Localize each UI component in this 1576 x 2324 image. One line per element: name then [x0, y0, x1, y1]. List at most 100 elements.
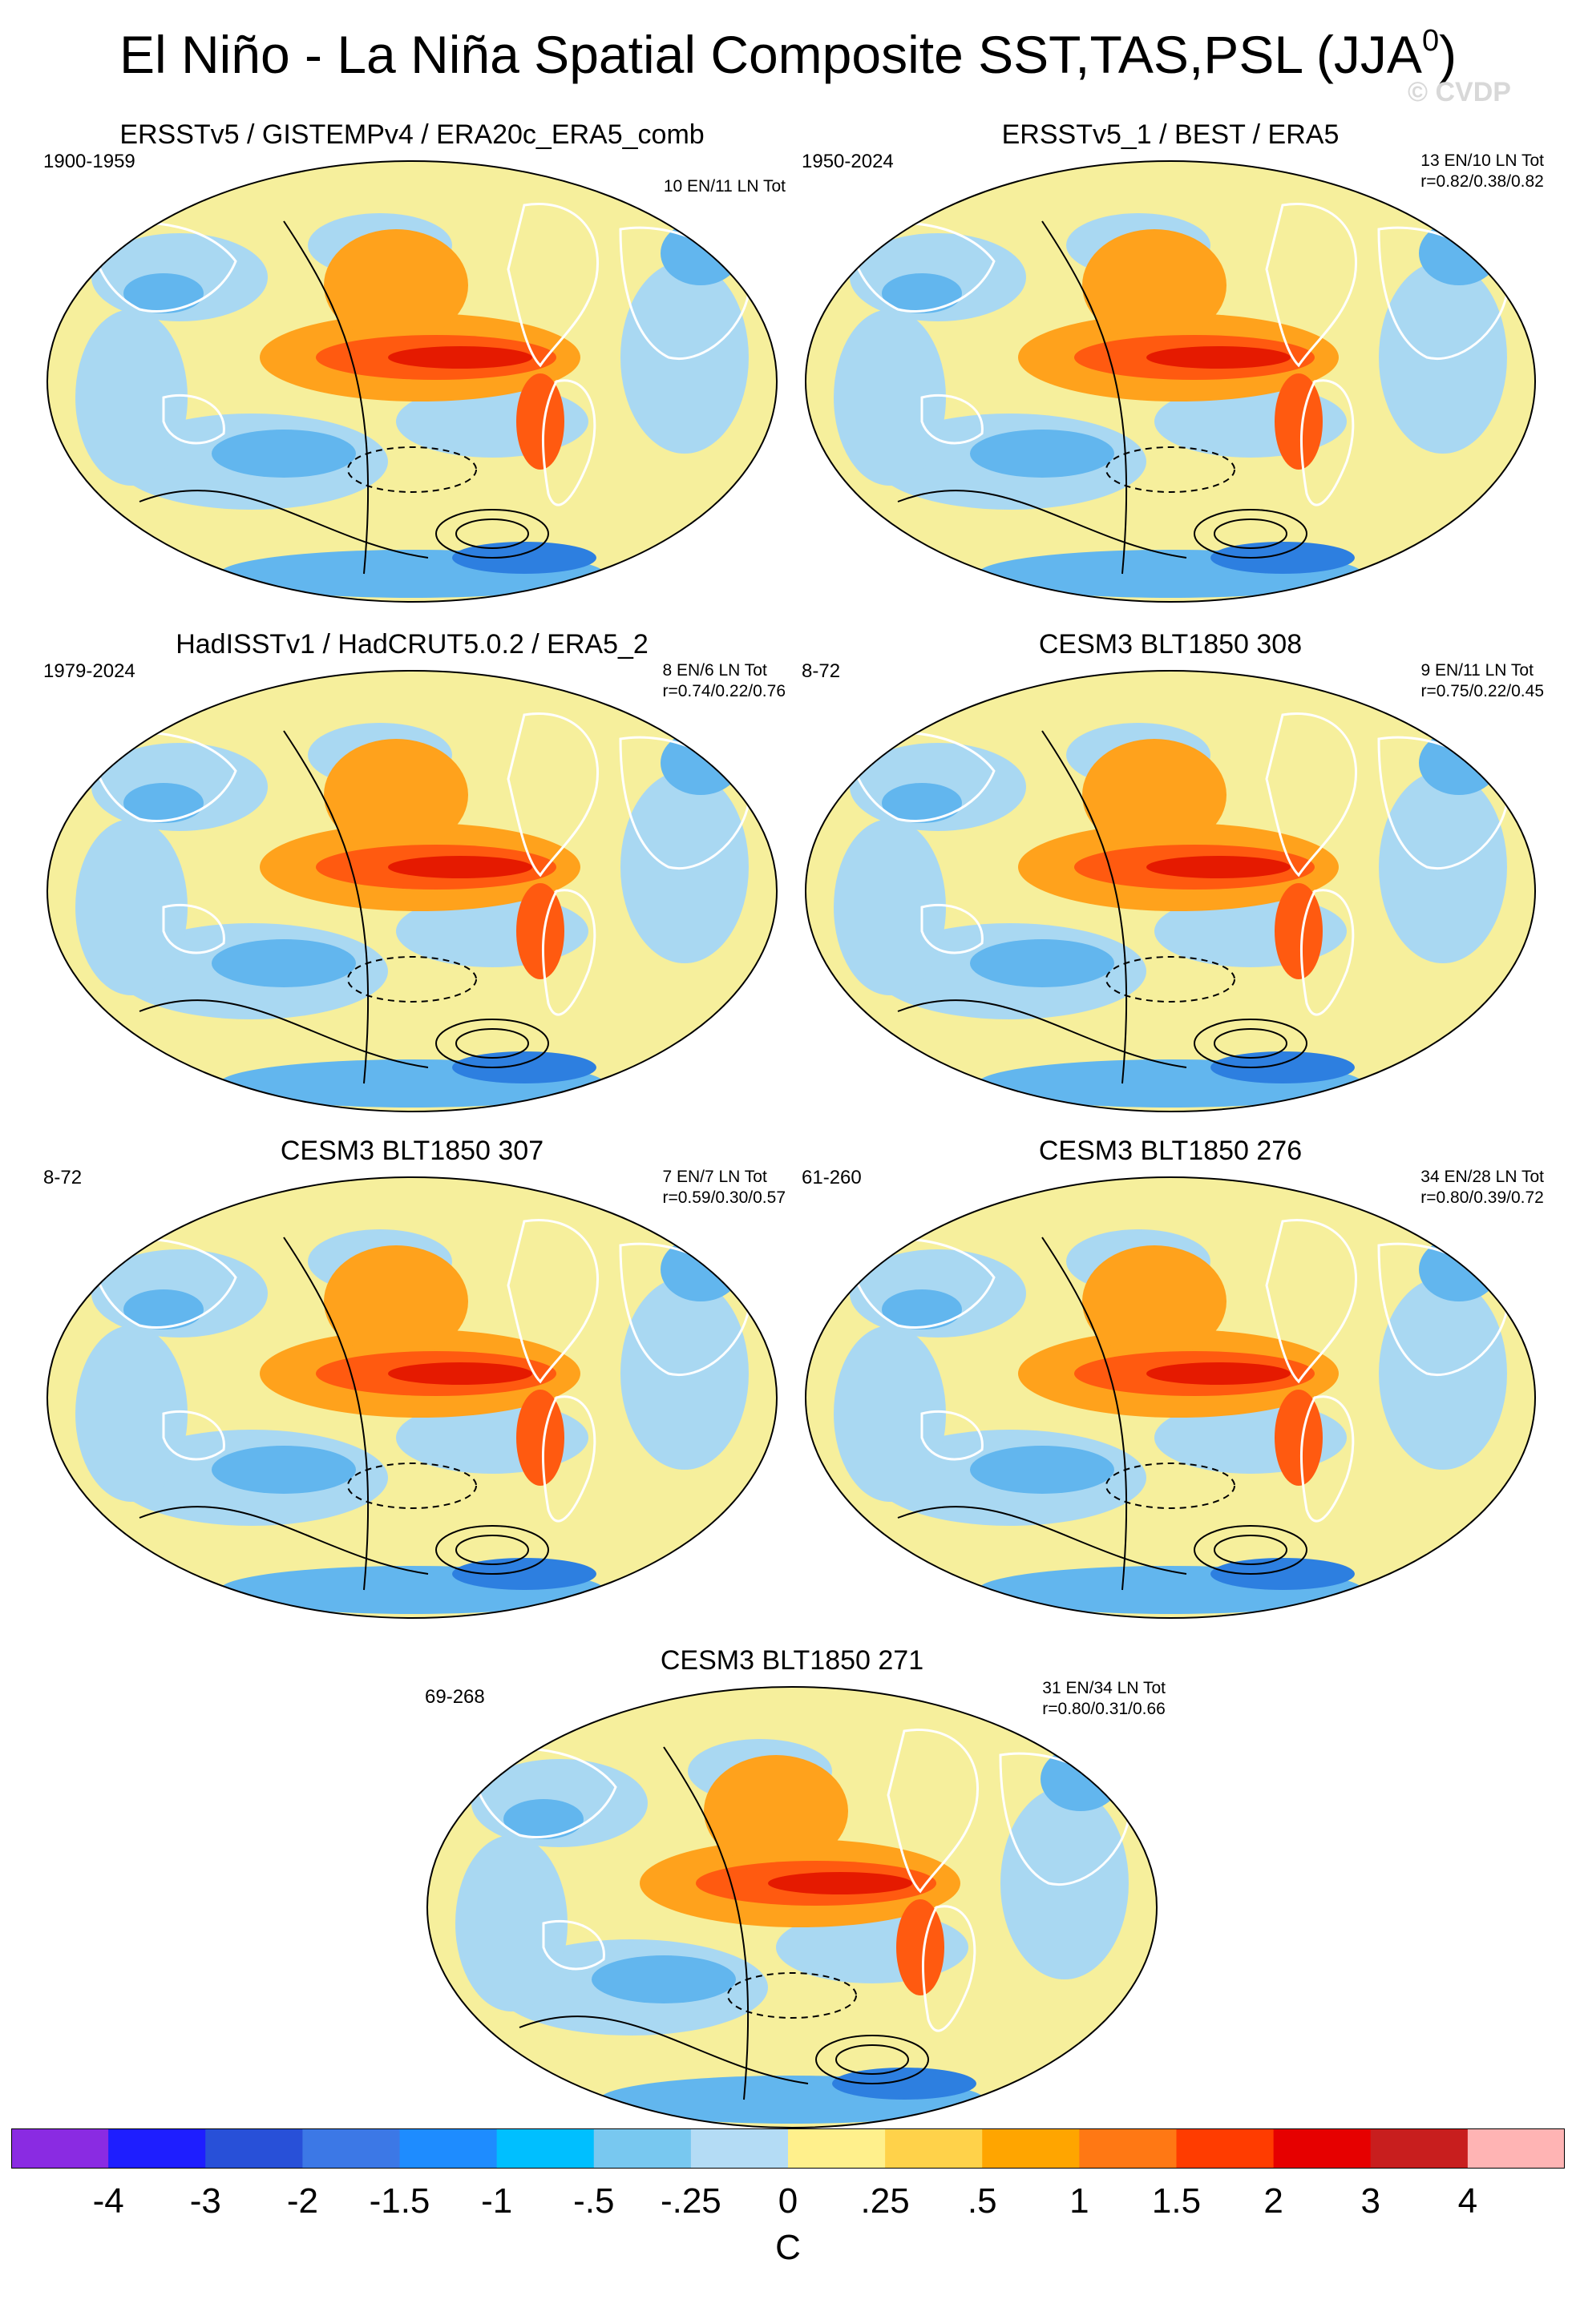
panel-corr: r=0.75/0.22/0.45 [1420, 682, 1544, 700]
map-field [427, 1687, 1157, 2128]
panel-stats: 31 EN/34 LN Tot r=0.80/0.31/0.66 [1042, 1678, 1166, 1720]
cold-anomaly-region [123, 783, 204, 823]
colorbar-swatch [108, 2128, 206, 2169]
psl-contour [435, 1019, 549, 1068]
panel-stats: 7 EN/7 LN Tot r=0.59/0.30/0.57 [662, 1167, 786, 1208]
map-border [805, 670, 1536, 1112]
continent-outline [1299, 379, 1355, 506]
cold-anomaly-region [1210, 1051, 1355, 1083]
map-panel-3: HadISSTv1 / HadCRUT5.0.2 / ERA5_2 1979-2… [35, 628, 789, 1141]
panel-counts: 9 EN/11 LN Tot [1420, 661, 1534, 680]
panel-counts: 8 EN/6 LN Tot [662, 661, 767, 680]
warm-anomaly-region [1275, 1390, 1323, 1486]
colorbar-swatch [1370, 2128, 1469, 2169]
colorbar-tick-label: 4 [1457, 2181, 1478, 2221]
continent-outline [162, 393, 225, 445]
warm-anomaly-region [1146, 856, 1291, 878]
cold-anomaly-region [75, 819, 188, 995]
panel-counts: 10 EN/11 LN Tot [663, 177, 786, 196]
continent-outline [848, 731, 996, 822]
warm-anomaly-region [324, 739, 468, 851]
panel-stats: 13 EN/10 LN Tot r=0.82/0.38/0.82 [1420, 151, 1544, 192]
cold-anomaly-region [75, 309, 188, 486]
psl-contour-negative [347, 446, 477, 493]
colorbar-tick-label: -3 [189, 2181, 221, 2221]
warm-anomaly-region [896, 1899, 944, 1995]
panel-years: 8-72 [802, 660, 841, 682]
continent-outline [920, 1410, 984, 1461]
cold-anomaly-region [452, 542, 596, 574]
cold-anomaly-region [834, 819, 946, 995]
colorbar-tick-label: .25 [860, 2181, 910, 2221]
continent-outline [887, 1729, 979, 1894]
psl-contour [283, 1237, 370, 1591]
map-border [426, 1686, 1158, 2128]
cold-anomaly-region [503, 1799, 584, 1839]
psl-contour [835, 2044, 909, 2075]
warm-anomaly-region [704, 1755, 848, 1867]
colorbar-swatch [302, 2128, 400, 2169]
psl-contour-negative [1105, 1463, 1235, 1509]
map-border [46, 160, 778, 603]
colorbar-tick-label: -.25 [660, 2181, 721, 2221]
cold-anomaly-region [212, 1446, 356, 1494]
psl-contour [1214, 1535, 1287, 1565]
panel-title: ERSSTv5_1 / BEST / ERA5 [1001, 119, 1340, 150]
colorbar-swatch [399, 2128, 498, 2169]
panel-corr: r=0.80/0.39/0.72 [1420, 1188, 1544, 1207]
map-panel-1: ERSSTv5 / GISTEMPv4 / ERA20c_ERA5_comb 1… [35, 119, 789, 631]
map-border [46, 670, 778, 1112]
psl-contour [455, 1535, 529, 1565]
figure-title: El Niño - La Niña Spatial Composite SST,… [119, 24, 1457, 84]
psl-contour [1041, 730, 1128, 1084]
panel-years: 1950-2024 [802, 151, 894, 172]
colorbar-swatch [885, 2128, 983, 2169]
colorbar-swatch [593, 2128, 692, 2169]
map-panel-4: CESM3 BLT1850 308 8-72 9 EN/11 LN Tot r=0… [794, 628, 1547, 1141]
warm-anomaly-region [388, 346, 532, 369]
map-field [47, 671, 777, 1112]
cold-anomaly-region [882, 1289, 962, 1329]
panel-corr: r=0.59/0.30/0.57 [662, 1188, 786, 1207]
colorbar-tick-label: -.5 [573, 2181, 615, 2221]
colorbar-swatch [1176, 2128, 1275, 2169]
panel-stats: 10 EN/11 LN Tot [664, 176, 786, 197]
continent-outline [541, 1395, 596, 1523]
psl-contour [1214, 1028, 1287, 1059]
continent-outline [541, 889, 596, 1016]
map-field [806, 161, 1535, 602]
continent-outline [90, 221, 237, 313]
panel-title: HadISSTv1 / HadCRUT5.0.2 / ERA5_2 [176, 629, 649, 660]
global-map [46, 670, 778, 1112]
cold-anomaly-region [970, 939, 1114, 987]
continent-outline [507, 712, 599, 878]
cold-anomaly-region [1210, 542, 1355, 574]
psl-contour [283, 220, 370, 575]
panel-years: 69-268 [425, 1686, 485, 1708]
colorbar-swatch [982, 2128, 1080, 2169]
continent-outline [848, 1237, 996, 1329]
cold-anomaly-region [832, 2068, 976, 2100]
panel-corr: r=0.82/0.38/0.82 [1420, 172, 1544, 191]
psl-contour [283, 730, 370, 1084]
panel-years: 61-260 [802, 1167, 862, 1188]
continent-outline [162, 1410, 225, 1461]
global-map [805, 670, 1536, 1112]
psl-contour [1214, 518, 1287, 549]
psl-contour-negative [1105, 956, 1235, 1003]
psl-contour [1194, 509, 1307, 559]
panel-years: 1900-1959 [43, 151, 135, 172]
continent-outline [1265, 712, 1357, 878]
map-field [806, 671, 1535, 1112]
panel-title: ERSSTv5 / GISTEMPv4 / ERA20c_ERA5_comb [119, 119, 705, 150]
continent-outline [1299, 889, 1355, 1016]
colorbar-swatch [1273, 2128, 1372, 2169]
panel-years: 8-72 [43, 1167, 83, 1188]
panel-title: CESM3 BLT1850 308 [1038, 629, 1303, 660]
warm-anomaly-region [516, 373, 564, 470]
colorbar-tick-label: 3 [1360, 2181, 1380, 2221]
warm-anomaly-region [516, 883, 564, 979]
colorbar-swatch [1467, 2128, 1565, 2169]
cold-anomaly-region [882, 783, 962, 823]
continent-outline [507, 203, 599, 368]
